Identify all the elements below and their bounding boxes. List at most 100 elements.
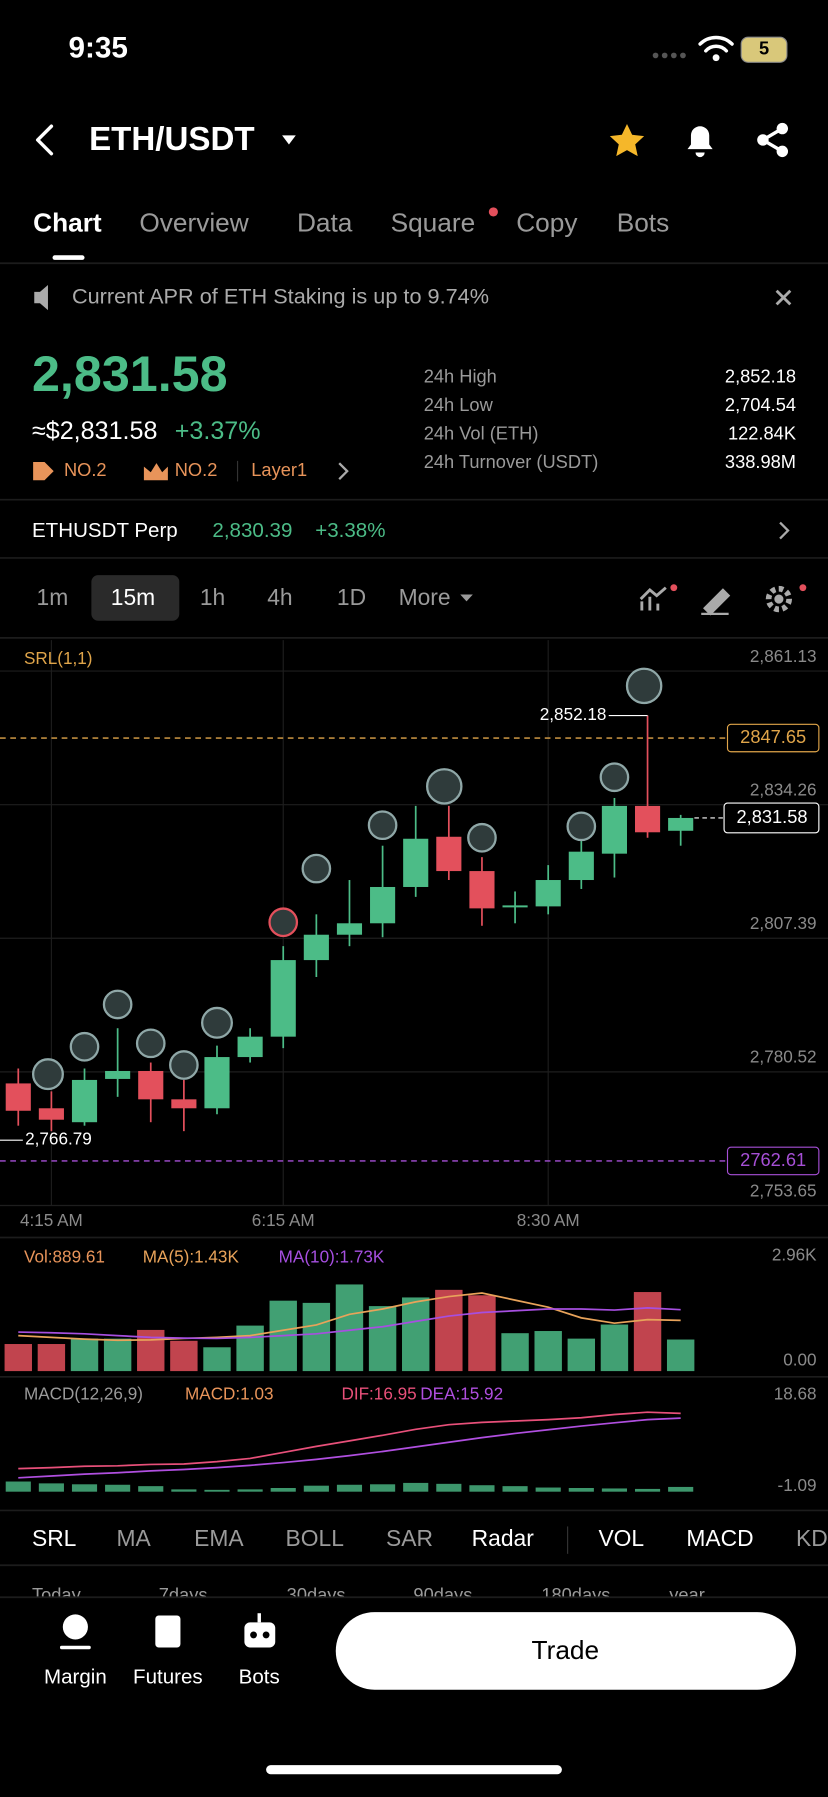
interval[interactable]: 1h bbox=[200, 584, 225, 610]
macd-bar bbox=[105, 1484, 131, 1492]
tab[interactable]: Chart bbox=[33, 207, 102, 237]
volume-bar bbox=[600, 1324, 629, 1372]
macd-bar bbox=[568, 1487, 594, 1492]
macd-line bbox=[18, 1411, 681, 1470]
interval[interactable]: 4h bbox=[267, 584, 292, 610]
y-tick-label: 18.68 bbox=[774, 1384, 817, 1404]
macd-bar bbox=[668, 1486, 694, 1492]
tab[interactable]: Overview bbox=[139, 207, 249, 237]
trade-button[interactable] bbox=[335, 1612, 797, 1690]
candle-body bbox=[568, 851, 594, 881]
share-button[interactable] bbox=[757, 122, 789, 158]
volume-bar bbox=[666, 1339, 695, 1372]
macd-bar bbox=[270, 1487, 296, 1492]
pair-title[interactable]: ETH/USDT bbox=[89, 121, 255, 158]
macd-bar bbox=[303, 1485, 329, 1492]
rank-badge[interactable]: NO.2 bbox=[175, 459, 218, 480]
interval[interactable]: 15m bbox=[111, 584, 155, 610]
stat-value: 2,704.54 bbox=[725, 394, 796, 415]
margin-icon bbox=[59, 1614, 91, 1650]
banner-text[interactable]: Current APR of ETH Staking is up to 9.74… bbox=[72, 283, 489, 308]
signal-dots bbox=[652, 52, 686, 59]
volume-bar bbox=[402, 1297, 430, 1372]
category-badge[interactable]: Layer1 bbox=[251, 459, 307, 480]
indicator-tab[interactable]: SAR bbox=[386, 1525, 433, 1551]
more-caret[interactable] bbox=[460, 594, 473, 602]
interval[interactable]: 1D bbox=[337, 584, 366, 610]
candle-body bbox=[38, 1108, 64, 1120]
stat-value: 2,852.18 bbox=[725, 365, 796, 386]
srl-box bbox=[726, 723, 820, 753]
x-tick-label: 8:30 AM bbox=[517, 1210, 580, 1230]
macd-bar bbox=[436, 1483, 462, 1492]
macd-bar bbox=[71, 1484, 98, 1492]
candle-body bbox=[303, 934, 329, 961]
legend-entry: MA(10):1.73K bbox=[279, 1247, 385, 1267]
y-tick-label: 2,834.26 bbox=[750, 779, 817, 799]
macd-bar bbox=[204, 1489, 230, 1492]
volume-bar bbox=[468, 1295, 496, 1372]
srl-box bbox=[726, 1146, 820, 1176]
settings-button[interactable] bbox=[765, 585, 793, 613]
stat-value: 338.98M bbox=[725, 451, 796, 472]
indicator-tab[interactable]: MACD bbox=[686, 1525, 753, 1551]
perp-change: +3.38% bbox=[315, 519, 385, 542]
candle-body bbox=[336, 923, 363, 935]
notification-dot bbox=[799, 584, 807, 592]
macd-bar bbox=[634, 1488, 661, 1492]
indicator-tab[interactable]: VOL bbox=[598, 1525, 644, 1551]
fiat-price: ≈$2,831.58 bbox=[32, 417, 157, 445]
interval[interactable]: More bbox=[399, 584, 451, 610]
notification-dot bbox=[488, 207, 498, 217]
rank-badge[interactable]: NO.2 bbox=[64, 459, 107, 480]
chevron[interactable] bbox=[779, 521, 790, 540]
price-change: +3.37% bbox=[175, 417, 261, 445]
tab[interactable]: Copy bbox=[516, 207, 578, 237]
tab[interactable]: Square bbox=[391, 207, 476, 237]
candle-body bbox=[105, 1070, 131, 1079]
avatars bbox=[31, 667, 663, 1091]
draw-button[interactable] bbox=[701, 588, 731, 616]
macd-bar bbox=[469, 1485, 495, 1492]
interval[interactable]: 1m bbox=[37, 584, 69, 610]
indicator-button[interactable] bbox=[639, 586, 667, 611]
candle-body bbox=[71, 1079, 98, 1123]
alert-button[interactable] bbox=[687, 126, 713, 158]
macd-bar bbox=[370, 1484, 396, 1492]
candle-body bbox=[370, 886, 396, 924]
candle-body bbox=[634, 805, 661, 833]
indicator-tab[interactable]: MA bbox=[116, 1525, 151, 1551]
favorite-button[interactable] bbox=[609, 123, 645, 157]
volume-bar bbox=[435, 1289, 463, 1372]
perp-name[interactable]: ETHUSDT Perp bbox=[32, 519, 178, 542]
candle-body bbox=[436, 836, 462, 872]
nav-item[interactable]: Bots bbox=[239, 1666, 280, 1689]
battery-level: 5 bbox=[759, 38, 769, 59]
indicator-tab[interactable]: SRL bbox=[32, 1525, 76, 1551]
indicator-tab[interactable]: KD bbox=[796, 1525, 828, 1551]
wifi-dot bbox=[712, 54, 720, 62]
indicator-tab[interactable]: Radar bbox=[472, 1525, 535, 1551]
ma-line bbox=[18, 1307, 681, 1340]
nav-item[interactable]: Margin bbox=[44, 1666, 107, 1689]
close-banner[interactable] bbox=[775, 289, 792, 306]
macd-bar bbox=[171, 1489, 197, 1492]
tab-indicator bbox=[52, 255, 85, 260]
y-tick-label: 2,753.65 bbox=[750, 1180, 817, 1200]
chevron[interactable] bbox=[338, 462, 349, 480]
indicator-tab[interactable]: EMA bbox=[194, 1525, 244, 1551]
tab[interactable]: Bots bbox=[617, 207, 670, 237]
pair-dropdown[interactable] bbox=[282, 135, 296, 145]
tab[interactable]: Data bbox=[297, 207, 353, 237]
nav-item[interactable]: Futures bbox=[133, 1666, 203, 1689]
rank-icon bbox=[143, 463, 168, 481]
indicator-tab[interactable]: BOLL bbox=[286, 1525, 344, 1551]
macd-title: MACD(12,26,9) bbox=[24, 1384, 143, 1404]
candle-body bbox=[204, 1057, 230, 1109]
macd-bar bbox=[237, 1489, 263, 1492]
macd-bar bbox=[403, 1482, 429, 1492]
candle-body bbox=[469, 871, 495, 909]
back-button[interactable] bbox=[35, 124, 54, 156]
